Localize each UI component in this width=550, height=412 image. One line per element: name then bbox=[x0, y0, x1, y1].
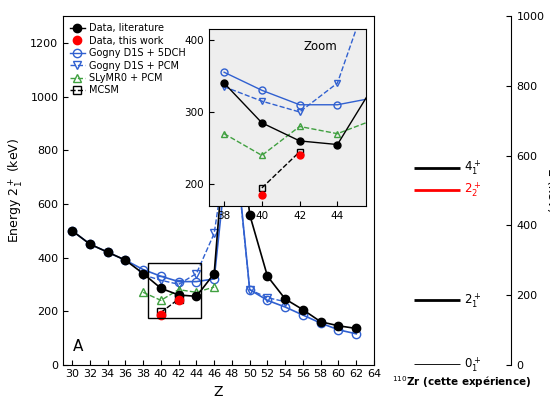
Y-axis label: E (keV): E (keV) bbox=[545, 168, 550, 213]
X-axis label: Z: Z bbox=[214, 385, 223, 399]
Text: $2^+_2$: $2^+_2$ bbox=[464, 180, 481, 199]
Bar bbox=[147, 263, 201, 318]
Y-axis label: Energy 2$^+_1$ (keV): Energy 2$^+_1$ (keV) bbox=[6, 138, 25, 243]
Text: Zoom: Zoom bbox=[303, 40, 337, 53]
Text: $^{110}$Zr (cette expérience): $^{110}$Zr (cette expérience) bbox=[392, 374, 532, 389]
Text: $0^+_1$: $0^+_1$ bbox=[464, 355, 481, 374]
Text: $4^+_1$: $4^+_1$ bbox=[464, 159, 481, 177]
Text: A: A bbox=[73, 339, 83, 353]
Text: $2^+_1$: $2^+_1$ bbox=[464, 291, 481, 309]
Legend: Data, literature, Data, this work, Gogny D1S + 5DCH, Gogny D1S + PCM, SLyMR0 + P: Data, literature, Data, this work, Gogny… bbox=[68, 21, 187, 97]
